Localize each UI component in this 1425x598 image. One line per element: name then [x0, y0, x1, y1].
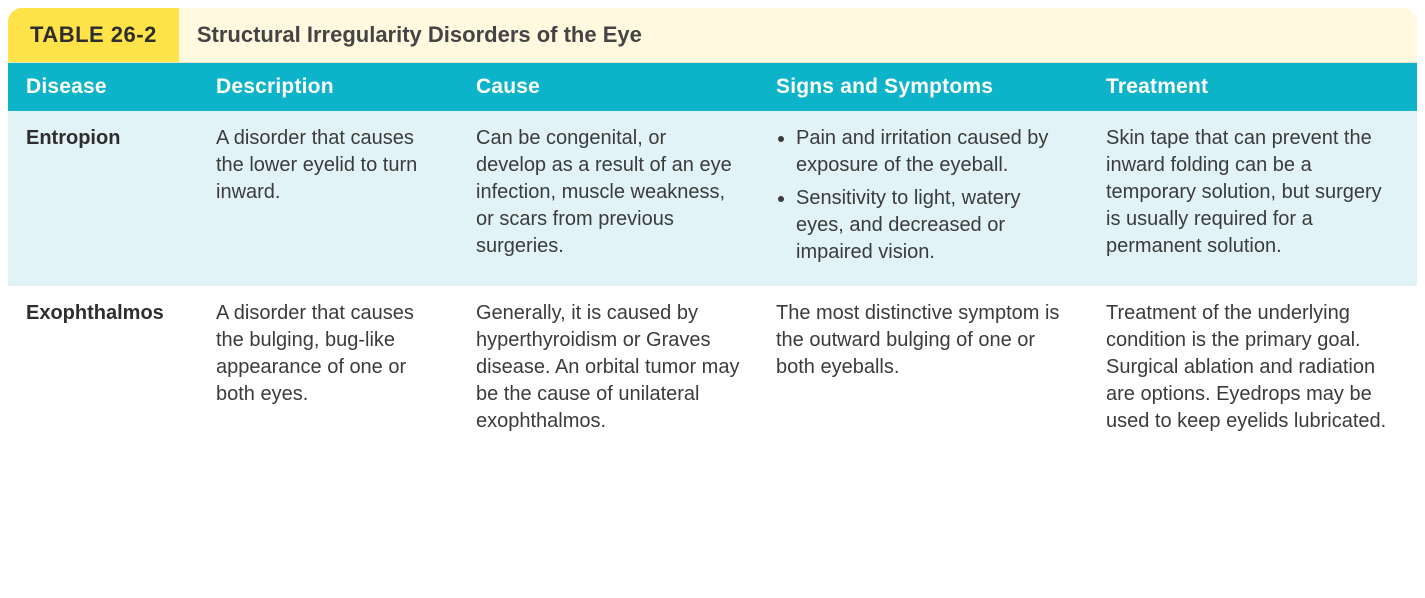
cell-cause: Can be congenital, or develop as a resul… — [458, 111, 758, 286]
cell-treatment: Treatment of the underlying condition is… — [1088, 286, 1417, 449]
symptom-item: Pain and irritation caused by exposure o… — [796, 125, 1070, 179]
disorders-table: Disease Description Cause Signs and Symp… — [8, 63, 1417, 449]
cell-signs: Pain and irritation caused by exposure o… — [758, 111, 1088, 286]
col-header-disease: Disease — [8, 63, 198, 111]
col-header-treatment: Treatment — [1088, 63, 1417, 111]
cell-treatment: Skin tape that can prevent the inward fo… — [1088, 111, 1417, 286]
col-header-signs: Signs and Symptoms — [758, 63, 1088, 111]
table-titlebar: TABLE 26-2 Structural Irregularity Disor… — [8, 8, 1417, 63]
table-row: Exophthalmos A disorder that causes the … — [8, 286, 1417, 449]
table-number-badge: TABLE 26-2 — [8, 8, 179, 62]
symptom-list: Pain and irritation caused by exposure o… — [776, 125, 1070, 266]
table-card: TABLE 26-2 Structural Irregularity Disor… — [8, 8, 1417, 449]
table-header-row: Disease Description Cause Signs and Symp… — [8, 63, 1417, 111]
table-title: Structural Irregularity Disorders of the… — [179, 8, 660, 62]
cell-disease: Exophthalmos — [8, 286, 198, 449]
col-header-description: Description — [198, 63, 458, 111]
cell-disease: Entropion — [8, 111, 198, 286]
table-row: Entropion A disorder that causes the low… — [8, 111, 1417, 286]
cell-description: A disorder that causes the lower eyelid … — [198, 111, 458, 286]
cell-signs: The most distinctive symptom is the outw… — [758, 286, 1088, 449]
cell-description: A disorder that causes the bulging, bug-… — [198, 286, 458, 449]
cell-cause: Generally, it is caused by hyperthyroidi… — [458, 286, 758, 449]
col-header-cause: Cause — [458, 63, 758, 111]
symptom-item: Sensitivity to light, watery eyes, and d… — [796, 185, 1070, 266]
